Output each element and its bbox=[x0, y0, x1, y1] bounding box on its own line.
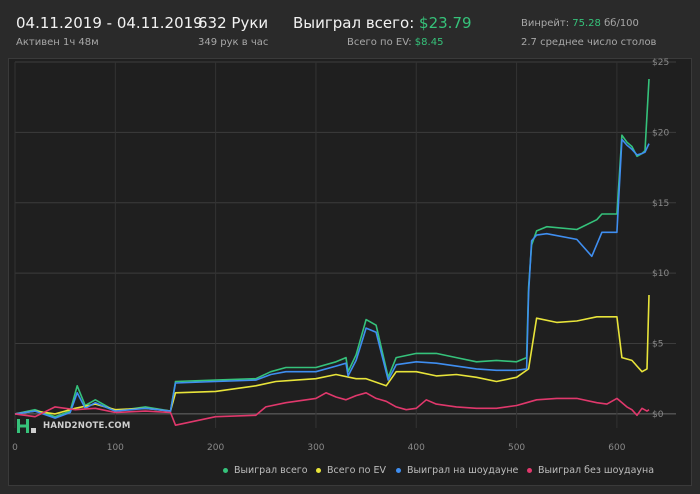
x-tick-label: 300 bbox=[307, 443, 324, 453]
ev-total-value: $8.45 bbox=[414, 37, 444, 48]
x-tick-label: 100 bbox=[107, 443, 124, 453]
chart-grid bbox=[14, 61, 676, 428]
y-tick-label: $25 bbox=[652, 58, 669, 68]
y-tick-label: $10 bbox=[652, 269, 669, 279]
date-range: 04.11.2019 - 04.11.2019 bbox=[16, 14, 203, 32]
winrate: Винрейт: 75.28 бб/100 bbox=[521, 18, 639, 29]
series-line-0 bbox=[14, 78, 650, 418]
y-tick-label: $0 bbox=[652, 410, 664, 420]
legend-dot-ev bbox=[316, 468, 321, 473]
legend-dot-showdown bbox=[396, 468, 401, 473]
avg-tables: 2.7 среднее число столов bbox=[521, 37, 657, 48]
series-lines bbox=[14, 78, 650, 427]
hands-per-hour: 349 рук в час bbox=[198, 37, 269, 48]
x-tick-label: 600 bbox=[608, 443, 625, 453]
hands-count: 632 Руки bbox=[198, 14, 269, 32]
y-tick-label: $15 bbox=[652, 199, 669, 209]
legend-label-ev: Всего по EV bbox=[327, 465, 386, 476]
series-line-3 bbox=[14, 391, 650, 427]
won-total-value: $23.79 bbox=[419, 14, 472, 32]
x-tick-label: 500 bbox=[508, 443, 525, 453]
ev-total: Всего по EV: $8.45 bbox=[347, 37, 443, 48]
legend-label-won: Выиграл всего bbox=[234, 465, 308, 476]
session-summary-header: 04.11.2019 - 04.11.2019 Активен 1ч 48м 6… bbox=[0, 0, 700, 58]
legend-item-showdown[interactable]: Выиграл на шоудауне bbox=[396, 465, 518, 476]
series-line-2 bbox=[14, 138, 650, 419]
won-total-label: Выиграл всего: bbox=[293, 14, 415, 32]
ev-total-label: Всего по EV: bbox=[347, 37, 412, 48]
legend-label-non-showdown: Выиграл без шоудауна bbox=[538, 465, 655, 476]
active-time: Активен 1ч 48м bbox=[16, 37, 99, 48]
legend-item-ev[interactable]: Всего по EV bbox=[316, 465, 386, 476]
x-tick-label: 400 bbox=[408, 443, 425, 453]
x-axis-labels: 0 100 200 300 400 500 600 bbox=[12, 443, 626, 453]
y-tick-label: $5 bbox=[652, 340, 663, 350]
winrate-value: 75.28 bbox=[572, 18, 601, 29]
hand2note-logo-icon bbox=[17, 419, 36, 433]
x-tick-label: 0 bbox=[12, 443, 18, 453]
winrate-label: Винрейт: bbox=[521, 18, 570, 29]
y-axis-labels: $0 $5 $10 $15 $20 $25 bbox=[652, 58, 669, 420]
chart-panel bbox=[8, 58, 692, 486]
y-tick-label: $20 bbox=[652, 128, 669, 138]
winrate-unit: бб/100 bbox=[604, 18, 639, 29]
won-total: Выиграл всего: $23.79 bbox=[293, 14, 472, 32]
legend-label-showdown: Выиграл на шоудауне bbox=[407, 465, 519, 476]
legend-item-non-showdown[interactable]: Выиграл без шоудауна bbox=[527, 465, 654, 476]
legend-dot-non-showdown bbox=[527, 468, 532, 473]
watermark-logo: HAND2NOTE.COM bbox=[16, 418, 130, 434]
legend-item-won[interactable]: Выиграл всего bbox=[223, 465, 308, 476]
x-tick-label: 200 bbox=[207, 443, 224, 453]
watermark-text: HAND2NOTE.COM bbox=[43, 421, 131, 431]
legend-dot-won bbox=[223, 468, 228, 473]
